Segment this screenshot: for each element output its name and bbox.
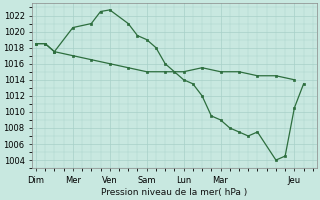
X-axis label: Pression niveau de la mer( hPa ): Pression niveau de la mer( hPa ) xyxy=(101,188,247,197)
